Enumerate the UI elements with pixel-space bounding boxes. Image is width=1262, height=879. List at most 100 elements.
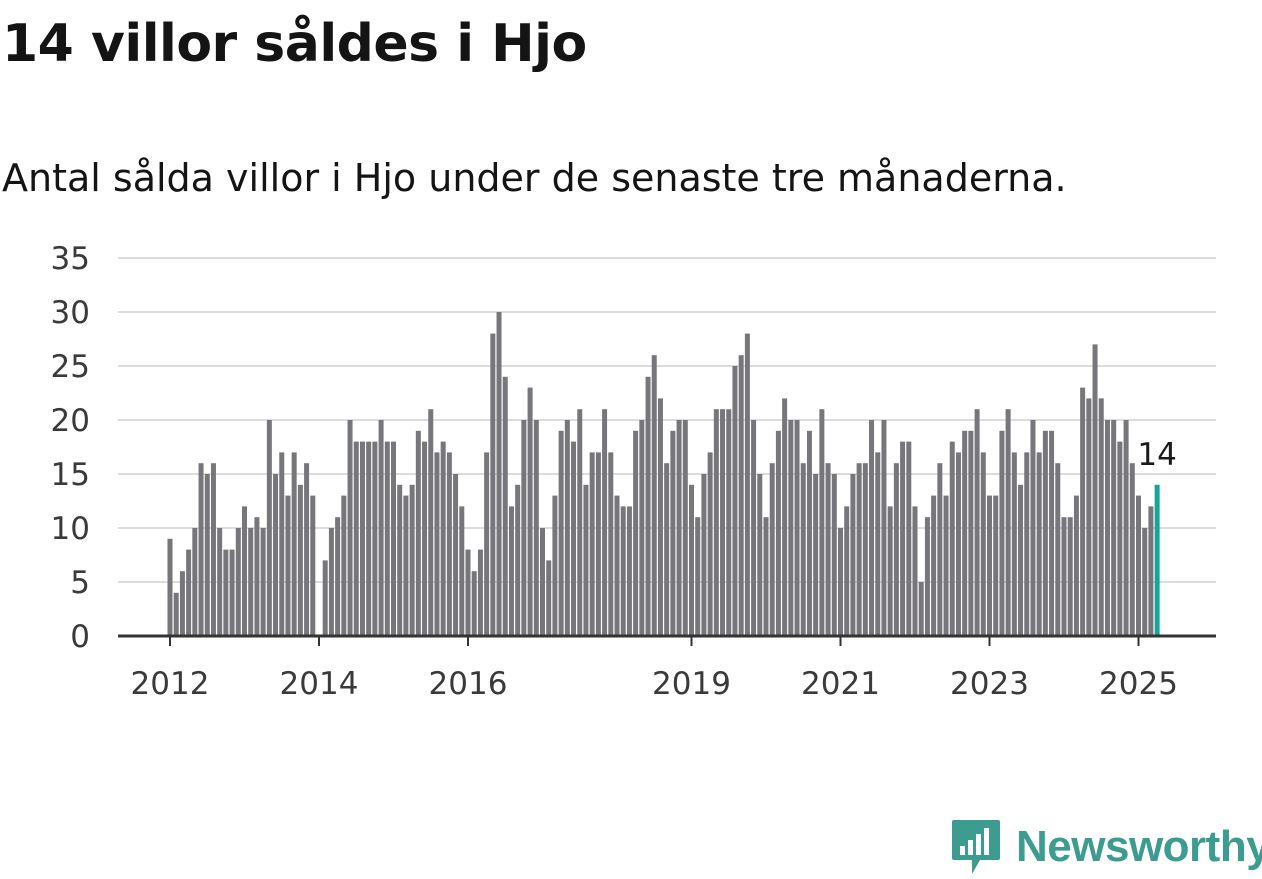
bar <box>887 506 893 636</box>
bar <box>521 420 527 636</box>
bar <box>384 441 390 636</box>
newsworthy-logo-icon <box>952 820 1000 874</box>
bar <box>695 517 701 636</box>
y-tick-label-5: 5 <box>70 565 90 601</box>
bar <box>273 474 279 636</box>
bar <box>446 452 452 636</box>
y-tick-label-25: 25 <box>51 349 90 385</box>
bar <box>589 452 595 636</box>
bar <box>527 387 533 636</box>
bar <box>1073 495 1079 636</box>
bar <box>769 463 775 636</box>
bar <box>335 517 341 636</box>
bar <box>515 484 521 636</box>
bar <box>552 495 558 636</box>
y-tick-label-20: 20 <box>51 403 90 439</box>
bar <box>186 549 192 636</box>
bar <box>1011 452 1017 636</box>
bars <box>167 312 1160 636</box>
bar <box>825 463 831 636</box>
bar <box>1005 409 1011 636</box>
bar <box>353 441 359 636</box>
bar <box>949 441 955 636</box>
bar <box>502 376 508 636</box>
y-tick-label-15: 15 <box>51 457 90 493</box>
bar <box>788 420 794 636</box>
bar <box>477 549 483 636</box>
bar <box>1117 441 1123 636</box>
bar <box>217 528 223 636</box>
bar <box>1104 420 1110 636</box>
bar <box>1148 506 1154 636</box>
bar <box>968 430 974 636</box>
bar <box>540 528 545 636</box>
bar <box>1024 452 1030 636</box>
bar <box>167 538 173 636</box>
bar <box>204 474 210 636</box>
bar <box>906 441 912 636</box>
bar <box>1129 463 1135 636</box>
bar <box>1018 484 1024 636</box>
bar <box>291 452 297 636</box>
bar <box>279 452 285 636</box>
x-tick-label-2019: 2019 <box>652 666 731 702</box>
bar <box>210 463 216 636</box>
bar <box>900 441 906 636</box>
bar <box>670 430 676 636</box>
bar <box>626 506 632 636</box>
bar <box>657 398 663 636</box>
bar <box>1030 420 1036 636</box>
bar <box>744 333 750 636</box>
bar <box>1049 430 1055 636</box>
bar <box>440 441 446 636</box>
bar <box>831 474 837 636</box>
bar <box>614 495 620 636</box>
bar <box>403 495 409 636</box>
bar <box>304 463 310 636</box>
bar <box>1086 398 1092 636</box>
bar <box>341 495 347 636</box>
bar <box>912 506 918 636</box>
bar <box>310 495 316 636</box>
bar <box>285 495 291 636</box>
bar <box>881 420 887 636</box>
bar <box>397 484 403 636</box>
bar <box>415 430 421 636</box>
bar <box>372 441 378 636</box>
bar <box>689 484 694 636</box>
bar <box>763 517 769 636</box>
bar <box>260 528 266 636</box>
bar <box>254 517 260 636</box>
y-tick-label-35: 35 <box>51 241 90 277</box>
bar <box>1142 528 1148 636</box>
bar <box>720 409 726 636</box>
bar <box>682 420 688 636</box>
newsworthy-logo-text: Newsworthy <box>1016 822 1262 871</box>
bar <box>453 474 459 636</box>
bar <box>434 452 440 636</box>
bar <box>577 409 583 636</box>
bar <box>1055 463 1061 636</box>
y-axis-tick-labels: 0 5 10 15 20 25 30 35 <box>51 241 90 655</box>
bar <box>856 463 862 636</box>
bar <box>266 420 272 636</box>
bar <box>546 560 552 636</box>
bar <box>862 463 868 636</box>
bar <box>633 430 639 636</box>
bar <box>359 441 365 636</box>
bar <box>819 409 825 636</box>
x-tick-label-2021: 2021 <box>801 666 880 702</box>
bar <box>235 528 241 636</box>
bar <box>620 506 626 636</box>
bar <box>701 474 707 636</box>
bar <box>962 430 968 636</box>
bar <box>1098 398 1104 636</box>
bar <box>800 463 806 636</box>
bar <box>999 430 1005 636</box>
bar <box>558 430 564 636</box>
bar <box>173 592 179 636</box>
bar <box>391 441 396 636</box>
bar <box>1111 420 1117 636</box>
bar <box>924 517 930 636</box>
bar <box>974 409 980 636</box>
